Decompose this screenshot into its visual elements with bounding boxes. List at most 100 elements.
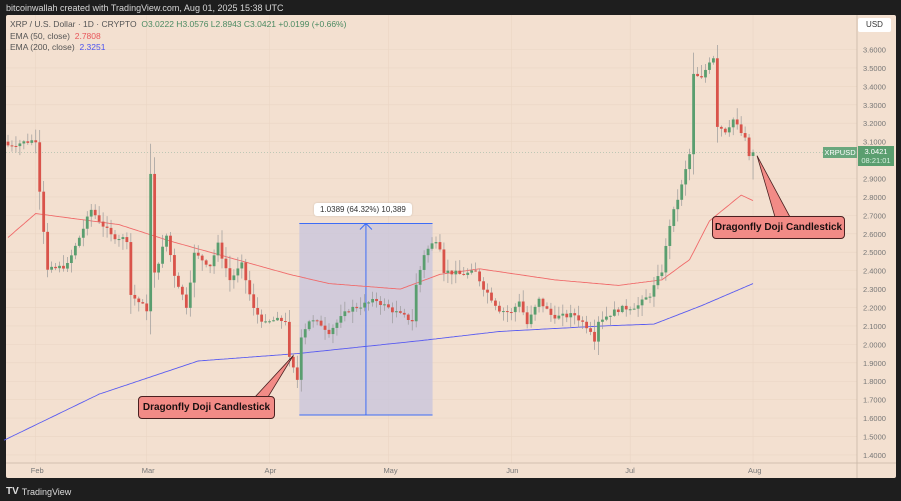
candle-body: [355, 306, 359, 309]
candle-body: [458, 270, 462, 274]
candle: [18, 139, 22, 156]
candle: [327, 323, 331, 338]
candle: [676, 189, 680, 222]
candle-body: [379, 301, 382, 305]
candle: [391, 302, 394, 324]
tradingview-logo[interactable]: TV TradingView: [6, 486, 72, 497]
candle: [466, 268, 470, 279]
candle-body: [581, 320, 585, 322]
candle-body: [585, 321, 588, 329]
candle-body: [18, 143, 22, 147]
candle-body: [624, 305, 628, 310]
candle: [585, 315, 588, 334]
candle: [303, 323, 307, 345]
candle: [509, 308, 513, 321]
candle-body: [303, 329, 307, 338]
candle-body: [640, 299, 644, 306]
candle-body: [668, 225, 672, 246]
y-tick-label: 2.7000: [863, 211, 886, 220]
candle-body: [537, 298, 541, 307]
candle: [58, 261, 61, 273]
candle-body: [54, 266, 57, 269]
candle-body: [541, 298, 545, 307]
candle-body: [295, 367, 299, 380]
candle: [739, 116, 743, 136]
candle: [188, 270, 192, 317]
candle-body: [608, 315, 612, 317]
candle-body: [10, 145, 14, 147]
candle: [402, 308, 406, 318]
candle-body: [192, 252, 196, 283]
candle: [276, 311, 279, 322]
candle-body: [616, 309, 620, 313]
candle-body: [644, 297, 648, 300]
candle-body: [347, 311, 351, 313]
candle: [192, 244, 196, 298]
candle-body: [498, 305, 501, 312]
candle-body: [466, 272, 470, 275]
candle-body: [177, 275, 180, 287]
candle: [299, 329, 303, 392]
candle-body: [331, 327, 335, 335]
footer-brand: TradingView: [21, 486, 72, 497]
bar-countdown: 08:21:01: [861, 156, 891, 165]
symbol-title[interactable]: XRP / U.S. Dollar · 1D · CRYPTO: [10, 19, 137, 29]
y-tick-label: 2.5000: [863, 248, 886, 257]
candle: [34, 129, 38, 154]
candle-body: [533, 306, 537, 315]
candle-body: [517, 301, 521, 307]
candle-body: [486, 289, 489, 293]
candle: [458, 260, 462, 275]
x-tick-label: Mar: [142, 466, 155, 475]
candle: [486, 283, 489, 304]
candle-body: [141, 302, 145, 304]
candle-body: [620, 305, 624, 313]
currency-button[interactable]: USD: [858, 18, 891, 32]
candle-body: [280, 317, 283, 322]
candle: [589, 321, 592, 336]
candle-body: [648, 296, 652, 298]
candle: [10, 140, 14, 152]
ema50-label[interactable]: EMA (50, close): [10, 30, 70, 41]
candle-body: [343, 311, 347, 317]
x-tick-label: May: [383, 466, 397, 475]
candle-body: [276, 317, 279, 321]
candle: [565, 309, 569, 323]
ema200-label[interactable]: EMA (200, close): [10, 42, 75, 52]
candle-body: [462, 273, 466, 275]
candle: [474, 262, 478, 272]
candle-body: [391, 307, 394, 313]
candle-body: [652, 285, 656, 297]
candle: [715, 44, 719, 143]
candle: [478, 268, 481, 287]
candle: [252, 283, 256, 316]
candle-body: [478, 271, 481, 282]
candle-body: [505, 311, 509, 313]
candle: [696, 67, 699, 77]
candle-body: [200, 255, 204, 261]
candle-body: [323, 325, 327, 330]
y-tick-label: 3.4000: [863, 82, 886, 91]
candle: [125, 232, 129, 250]
candle: [470, 263, 474, 275]
candle-body: [22, 141, 26, 144]
candle-body: [490, 292, 493, 301]
candle-body: [474, 270, 478, 272]
candle-body: [70, 255, 73, 264]
candle-body: [260, 314, 264, 322]
callout-pointer-april: [254, 355, 294, 398]
candle-body: [169, 235, 172, 256]
candle-body: [109, 227, 113, 235]
candle-body: [62, 265, 65, 269]
candle: [569, 304, 573, 328]
candle: [311, 315, 315, 328]
candle: [422, 250, 426, 278]
candle: [280, 315, 283, 329]
candle: [605, 306, 608, 322]
candle: [355, 302, 359, 312]
candle: [137, 296, 141, 312]
candle: [727, 120, 731, 137]
candle: [141, 299, 145, 304]
candle: [268, 319, 271, 324]
